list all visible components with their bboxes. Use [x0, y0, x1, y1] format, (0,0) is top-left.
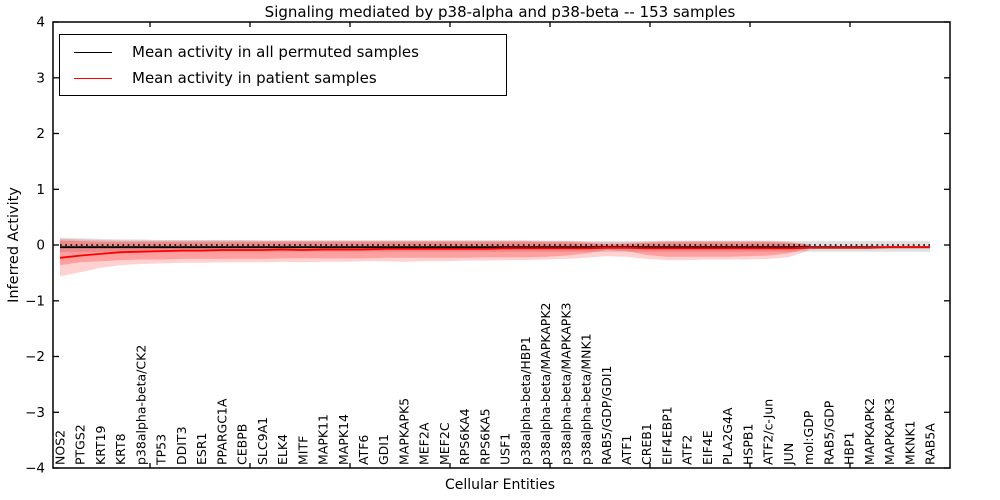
- x-category-label: DDIT3: [174, 426, 189, 465]
- legend-label-permuted: Mean activity in all permuted samples: [132, 43, 419, 61]
- x-category-label: ATF2: [680, 435, 695, 465]
- x-category-label: MAPK14: [336, 414, 351, 465]
- legend: Mean activity in all permuted samples Me…: [59, 34, 507, 96]
- y-tick-label: 1: [36, 182, 45, 198]
- legend-line-sample-red: [74, 77, 112, 79]
- y-tick-label: 3: [36, 70, 45, 86]
- y-tick-label: 2: [36, 126, 45, 142]
- x-category-label: p38alpha-beta/CK2: [133, 345, 148, 465]
- x-category-label: MAPKAPK2: [862, 398, 877, 465]
- x-category-label: PLA2G4A: [720, 407, 735, 465]
- x-category-label: EIF4EBP1: [660, 406, 675, 465]
- chart-title: Signaling mediated by p38-alpha and p38-…: [264, 3, 736, 21]
- x-category-label: MKNK1: [902, 421, 917, 465]
- y-axis-label: Inferred Activity: [6, 187, 22, 303]
- x-category-label: KRT19: [93, 425, 108, 465]
- y-tick-label: 4: [36, 15, 45, 31]
- x-category-label: RPS6KA4: [457, 408, 472, 465]
- x-category-label: GDI1: [376, 434, 391, 465]
- y-tick-label: −2: [25, 349, 45, 365]
- x-category-label: p38alpha-beta/MAPKAPK2: [538, 303, 553, 466]
- x-category-label: MITF: [295, 436, 310, 465]
- x-category-label: ATF6: [356, 435, 371, 465]
- x-category-label: CREB1: [639, 423, 654, 465]
- legend-label-patient: Mean activity in patient samples: [132, 69, 377, 87]
- x-category-label: MEF2C: [437, 422, 452, 465]
- x-category-label: ESR1: [194, 433, 209, 465]
- legend-entry-patient: Mean activity in patient samples: [74, 69, 506, 87]
- y-tick-label: −4: [25, 461, 45, 477]
- x-category-label: ATF2/c-Jun: [761, 399, 776, 465]
- x-category-label: MEF2A: [417, 422, 432, 465]
- legend-entry-permuted: Mean activity in all permuted samples: [74, 43, 506, 61]
- series-line-patient: [59, 246, 930, 259]
- x-category-label: MAPK11: [316, 414, 331, 465]
- x-category-label: ATF1: [619, 435, 634, 465]
- x-category-label: p38alpha-beta/MNK1: [579, 333, 594, 465]
- x-category-label: PTGS2: [73, 424, 88, 465]
- x-category-label: EIF4E: [700, 430, 715, 465]
- x-category-label: SLC9A1: [255, 417, 270, 465]
- x-category-label: MAPKAPK5: [397, 398, 412, 465]
- x-category-label: TP53: [154, 434, 169, 466]
- x-category-label: HBP1: [842, 432, 857, 465]
- x-category-label: JUN: [781, 443, 796, 466]
- x-category-label: RAB5A: [923, 423, 938, 465]
- x-category-label: NOS2: [53, 430, 68, 465]
- y-tick-label: −3: [25, 405, 45, 421]
- x-axis-label: Cellular Entities: [444, 477, 556, 493]
- x-category-label: RAB5/GDP: [821, 400, 836, 465]
- x-category-label: mol:GDP: [801, 410, 816, 465]
- legend-line-sample-black: [74, 51, 112, 53]
- x-category-label: MAPKAPK3: [882, 398, 897, 465]
- x-category-label: p38alpha-beta/HBP1: [518, 336, 533, 465]
- x-category-label: RAB5/GDP/GDI1: [599, 366, 614, 465]
- x-category-label: KRT8: [113, 433, 128, 465]
- x-category-label: CEBPB: [235, 424, 250, 465]
- x-category-label: ELK4: [275, 434, 290, 465]
- y-tick-label: 0: [36, 238, 45, 254]
- x-category-label: p38alpha-beta/MAPKAPK3: [558, 303, 573, 466]
- x-category-label: RPS6KA5: [477, 408, 492, 465]
- x-category-label: HSPB1: [740, 424, 755, 465]
- x-category-label: PPARGC1A: [214, 398, 229, 465]
- x-category-label: USF1: [498, 433, 513, 465]
- y-tick-label: −1: [25, 293, 45, 309]
